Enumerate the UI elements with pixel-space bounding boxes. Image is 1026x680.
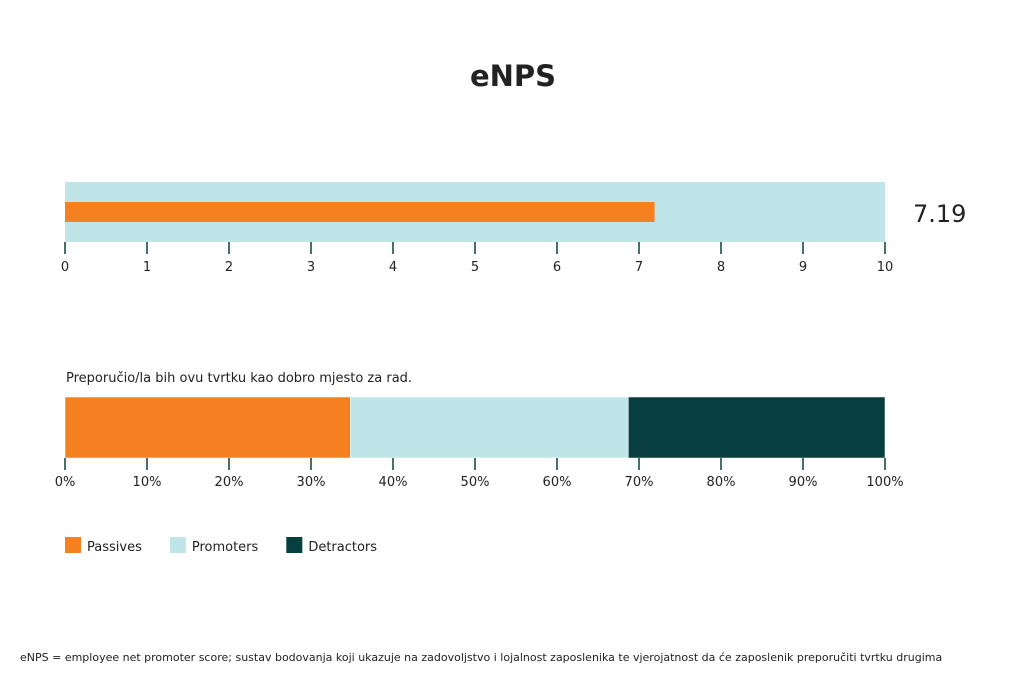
x-tick-label: 7 <box>635 260 643 275</box>
x-tick-label: 10 <box>877 260 894 275</box>
x-tick-label: 50% <box>461 475 490 490</box>
x-tick-label: 70% <box>625 475 654 490</box>
question-label: Preporučio/la bih ovu tvrtku kao dobro m… <box>66 371 412 386</box>
legend-label: Passives <box>87 540 142 555</box>
x-tick-label: 10% <box>133 475 162 490</box>
bar-segment-detractors <box>628 396 886 459</box>
x-tick-label: 9 <box>799 260 807 275</box>
legend-label: Detractors <box>308 540 377 555</box>
legend-swatch-promoters <box>169 537 186 553</box>
legend-swatch-passives <box>65 537 81 553</box>
legend-label: Promoters <box>192 540 259 555</box>
x-tick-label: 40% <box>379 475 408 490</box>
x-tick-label: 5 <box>471 260 479 275</box>
x-tick-label: 4 <box>389 260 397 275</box>
x-tick-label: 80% <box>707 475 736 490</box>
legend: Passives Promoters Detractors <box>65 537 377 555</box>
stacked-bar: 0% 10% 20% 30% 40% 50% 60% 70% 80% 90% 100% <box>55 396 904 490</box>
x-tick-label: 1 <box>143 260 151 275</box>
x-tick-label: 2 <box>225 260 233 275</box>
x-tick-label: 6 <box>553 260 561 275</box>
footnote: eNPS = employee net promoter score; sust… <box>20 651 942 664</box>
x-tick-label: 20% <box>215 475 244 490</box>
bar-segment-promoters <box>350 396 629 459</box>
x-tick-label: 60% <box>543 475 572 490</box>
x-tick-label: 100% <box>866 475 903 490</box>
x-tick-label: 0% <box>55 475 76 490</box>
enps-value-label: 7.19 <box>913 200 966 228</box>
x-tick-label: 90% <box>789 475 818 490</box>
chart-title: eNPS <box>470 59 556 93</box>
enps-gauge: 0 1 2 3 4 5 6 7 8 9 10 <box>61 182 893 275</box>
legend-swatch-detractors <box>286 537 303 553</box>
x-tick-label: 8 <box>717 260 725 275</box>
bar-segment-passives <box>64 396 351 459</box>
gauge-bar <box>65 202 655 222</box>
x-tick-label: 3 <box>307 260 315 275</box>
x-tick-label: 30% <box>297 475 326 490</box>
x-tick-label: 0 <box>61 260 69 275</box>
